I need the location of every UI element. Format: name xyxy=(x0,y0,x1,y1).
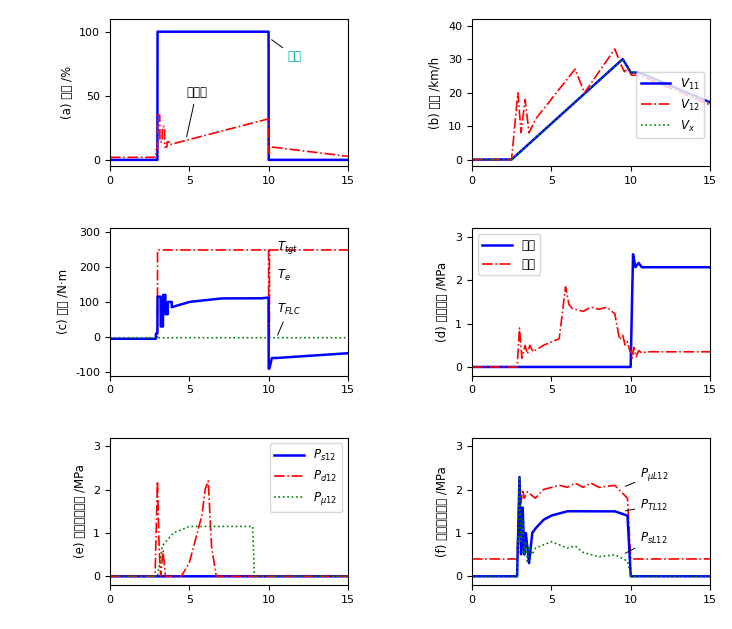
$P_{d12}$ xyxy=(302,572,310,580)
$V_{11}$ xyxy=(559,109,567,117)
$V_x$ xyxy=(559,109,567,117)
Line: 左前: 左前 xyxy=(472,254,710,367)
Line: $P_{d12}$: $P_{d12}$ xyxy=(110,481,348,576)
左前 xyxy=(645,264,654,271)
$P_{\mu 12}$ xyxy=(196,523,205,530)
Legend: $P_{s12}$, $P_{d12}$, $P_{\mu 12}$: $P_{s12}$, $P_{d12}$, $P_{\mu 12}$ xyxy=(269,443,342,512)
$V_{12}$ xyxy=(468,156,477,164)
$V_{11}$ xyxy=(706,99,714,106)
Text: 油门: 油门 xyxy=(272,40,302,63)
$V_x$ xyxy=(511,153,520,160)
Line: $P_{\mu 12}$: $P_{\mu 12}$ xyxy=(110,526,348,576)
$V_x$ xyxy=(610,62,619,70)
$V_{12}$ xyxy=(610,45,619,53)
左前 xyxy=(610,363,619,370)
$V_x$ xyxy=(645,73,654,81)
Legend: $V_{11}$, $V_{12}$, $V_x$: $V_{11}$, $V_{12}$, $V_x$ xyxy=(636,72,704,138)
$P_{d12}$ xyxy=(105,572,114,580)
$P_{d12}$ xyxy=(149,572,157,580)
左前 xyxy=(629,250,638,258)
Legend: 左前, 右前: 左前, 右前 xyxy=(478,234,540,276)
右前 xyxy=(645,348,654,355)
$P_{\mu 12}$ xyxy=(248,523,257,530)
左前 xyxy=(663,264,672,271)
左前 xyxy=(706,264,714,271)
$V_x$ xyxy=(619,55,627,63)
$P_{d12}$ xyxy=(248,572,257,580)
右前 xyxy=(663,348,672,355)
Y-axis label: (e) 右前目标压力 /MPa: (e) 右前目标压力 /MPa xyxy=(75,464,87,558)
$P_{s12}$ xyxy=(261,572,269,580)
$P_{d12}$ xyxy=(261,572,269,580)
左前 xyxy=(622,363,631,370)
$P_{d12}$ xyxy=(343,572,352,580)
Text: $T_{tgt}$: $T_{tgt}$ xyxy=(277,239,298,256)
$P_{\mu 12}$ xyxy=(105,572,114,580)
Line: $V_{11}$: $V_{11}$ xyxy=(472,59,710,160)
$V_{12}$ xyxy=(622,65,631,73)
Text: $T_{FLC}$: $T_{FLC}$ xyxy=(277,301,301,335)
$V_{12}$ xyxy=(645,75,654,83)
$V_{11}$ xyxy=(610,62,619,70)
$P_{\mu 12}$ xyxy=(283,572,292,580)
$V_x$ xyxy=(706,99,714,106)
$V_{12}$ xyxy=(663,84,672,91)
Text: $T_e$: $T_e$ xyxy=(277,268,291,283)
$V_{12}$ xyxy=(706,101,714,109)
$V_{11}$ xyxy=(511,153,520,160)
$V_{11}$ xyxy=(622,62,631,70)
$P_{\mu 12}$ xyxy=(302,572,310,580)
Line: $V_{12}$: $V_{12}$ xyxy=(472,49,710,160)
$P_{s12}$ xyxy=(105,572,114,580)
$V_x$ xyxy=(622,62,631,70)
Line: $V_x$: $V_x$ xyxy=(472,59,710,160)
$P_{\mu 12}$ xyxy=(185,523,194,530)
$P_{s12}$ xyxy=(196,572,205,580)
$V_{12}$ xyxy=(511,118,520,126)
$V_{11}$ xyxy=(663,81,672,88)
左前 xyxy=(468,363,477,370)
$P_{s12}$ xyxy=(149,572,157,580)
$P_{s12}$ xyxy=(283,572,292,580)
$P_{\mu 12}$ xyxy=(149,572,157,580)
右前 xyxy=(468,363,477,370)
Text: $P_{sL12}$: $P_{sL12}$ xyxy=(625,531,668,554)
$V_{11}$ xyxy=(468,156,477,164)
$V_{12}$ xyxy=(559,81,567,88)
$P_{s12}$ xyxy=(343,572,352,580)
$P_{s12}$ xyxy=(248,572,257,580)
Text: $P_{TL12}$: $P_{TL12}$ xyxy=(625,498,668,513)
Text: 节气门: 节气门 xyxy=(186,86,207,136)
Line: 右前: 右前 xyxy=(472,287,710,367)
右前 xyxy=(706,348,714,355)
右前 xyxy=(610,310,619,318)
$V_x$ xyxy=(663,81,672,88)
$P_{\mu 12}$ xyxy=(261,572,269,580)
$P_{\mu 12}$ xyxy=(343,572,352,580)
$P_{s12}$ xyxy=(302,572,310,580)
右前 xyxy=(511,363,520,370)
$V_x$ xyxy=(468,156,477,164)
左前 xyxy=(559,363,567,370)
$P_{d12}$ xyxy=(203,477,212,485)
$V_{12}$ xyxy=(610,45,619,53)
右前 xyxy=(559,305,567,313)
左前 xyxy=(511,363,520,370)
Y-axis label: (b) 速度 /km/h: (b) 速度 /km/h xyxy=(430,57,442,129)
Y-axis label: (a) 油门 /%: (a) 油门 /% xyxy=(61,66,73,119)
$V_{11}$ xyxy=(619,55,627,63)
Y-axis label: (f) 右前压力上限 /MPa: (f) 右前压力上限 /MPa xyxy=(436,466,449,557)
$P_{d12}$ xyxy=(283,572,292,580)
Y-axis label: (c) 扭矩 /N·m: (c) 扭矩 /N·m xyxy=(56,269,70,335)
$P_{d12}$ xyxy=(196,516,205,523)
右前 xyxy=(561,283,570,291)
右前 xyxy=(622,339,631,347)
$V_{11}$ xyxy=(645,73,654,81)
Y-axis label: (d) 轮缸压力 /MPa: (d) 轮缸压力 /MPa xyxy=(436,262,449,342)
Text: $P_{\mu L12}$: $P_{\mu L12}$ xyxy=(625,465,669,486)
